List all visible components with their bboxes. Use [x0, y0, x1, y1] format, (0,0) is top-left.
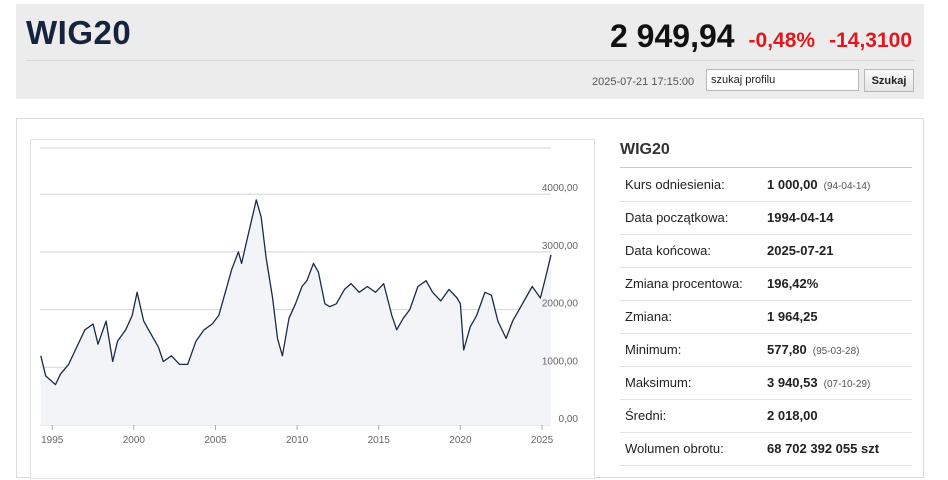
header-divider	[26, 60, 914, 61]
x-axis-tick-label: 2015	[368, 435, 391, 446]
y-axis-tick-label: 0,00	[559, 414, 579, 425]
stats-panel: WIG20 Kurs odniesienia: 1 000,00 (94-04-14…	[620, 139, 912, 466]
stats-value-cell: 68 702 392 055 szt	[767, 432, 912, 466]
stats-value-cell: 3 940,53 (07-10-29)	[767, 366, 912, 400]
stats-row: Data początkowa: 1994-04-14	[620, 201, 912, 235]
y-axis-tick-label: 3000,00	[542, 241, 579, 252]
x-axis-tick-label: 2000	[123, 435, 146, 446]
x-axis-tick-label: 2005	[204, 435, 227, 446]
index-panel: 0,00 1000,00 2000,00 3000,00 4000,00 1995 2000…	[16, 118, 924, 479]
stats-value-cell: 577,80 (95-03-28)	[767, 333, 912, 367]
change-absolute: -14,3100	[829, 29, 912, 52]
change-percent: -0,48%	[748, 29, 816, 52]
x-axis-tick-label: 1995	[41, 435, 64, 446]
stats-label: Zmiana:	[620, 300, 767, 334]
stats-value: 68 702 392 055 szt	[767, 441, 880, 456]
stats-value-cell: 2 018,00	[767, 399, 912, 433]
stats-value-cell: 2025-07-21	[767, 234, 912, 268]
y-axis-tick-label: 2000,00	[542, 299, 579, 310]
index-price: 2 949,94	[609, 18, 735, 54]
stats-value: 3 940,53	[767, 375, 818, 390]
stats-value-cell: 1 964,25	[767, 300, 912, 334]
stats-label: Zmiana procentowa:	[620, 267, 767, 301]
price-line	[40, 199, 552, 386]
quote-summary: 2 949,94 -0,48% -14,3100	[610, 18, 912, 55]
price-chart: 0,00 1000,00 2000,00 3000,00 4000,00 1995 2000…	[30, 139, 595, 479]
stats-row: Maksimum: 3 940,53 (07-10-29)	[620, 366, 912, 400]
stats-label: Data początkowa:	[620, 201, 767, 235]
stats-value: 2 018,00	[767, 408, 818, 423]
stats-label: Data końcowa:	[620, 234, 767, 268]
quote-timestamp: 2025-07-21 17:15:00	[592, 76, 695, 88]
x-axis-tick-label: 2025	[531, 435, 554, 446]
stats-value: 1 964,25	[767, 309, 818, 324]
quote-header: WIG20 2 949,94 -0,48% -14,3100 2025-07-2…	[16, 4, 924, 99]
stats-date: (95-03-28)	[812, 346, 860, 357]
stats-value: 1 000,00	[767, 176, 818, 192]
search-input[interactable]	[706, 69, 859, 91]
y-axis-tick-label: 4000,00	[542, 183, 579, 194]
stats-value: 2025-07-21	[767, 243, 834, 258]
x-axis-tick-label: 2020	[449, 435, 472, 446]
stats-value: 1994-04-14	[767, 210, 834, 225]
stats-row: Wolumen obrotu: 68 702 392 055 szt	[620, 432, 912, 466]
x-axis-tick-label: 2010	[286, 435, 309, 446]
stats-value: 577,80	[767, 342, 807, 357]
stats-value-cell: 1 000,00 (94-04-14)	[767, 168, 912, 202]
index-title: WIG20	[26, 14, 132, 51]
stats-label: Maksimum:	[620, 366, 767, 400]
stats-row: Zmiana procentowa: 196,42%	[620, 267, 912, 301]
stats-value-cell: 196,42%	[767, 267, 912, 301]
stats-title: WIG20	[620, 139, 912, 168]
stats-date: (94-04-14)	[823, 180, 871, 192]
search-button[interactable]: Szukaj	[864, 69, 914, 92]
stats-table: Kurs odniesienia: 1 000,00 (94-04-14) Data …	[620, 168, 912, 466]
stats-label: Średni:	[620, 399, 767, 433]
y-axis-tick-label: 1000,00	[542, 356, 579, 367]
stats-label: Kurs odniesienia:	[620, 168, 767, 202]
stats-value: 196,42%	[767, 276, 819, 291]
stats-value-cell: 1994-04-14	[767, 201, 912, 235]
stats-row: Zmiana: 1 964,25	[620, 300, 912, 334]
price-chart-svg: 0,00 1000,00 2000,00 3000,00 4000,00 1995 2000…	[40, 147, 579, 446]
stats-row: Średni: 2 018,00	[620, 399, 912, 433]
stats-row: Minimum: 577,80 (95-03-28)	[620, 333, 912, 367]
stats-label: Wolumen obrotu:	[620, 432, 767, 466]
stats-row: Kurs odniesienia: 1 000,00 (94-04-14)	[620, 168, 912, 202]
stats-date: (07-10-29)	[823, 379, 871, 390]
stats-row: Data końcowa: 2025-07-21	[620, 234, 912, 268]
price-area	[40, 199, 552, 425]
stats-label: Minimum:	[620, 333, 767, 367]
